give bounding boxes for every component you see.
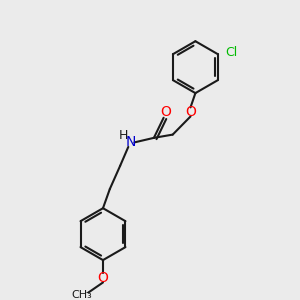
Text: O: O xyxy=(185,105,196,119)
Text: H: H xyxy=(119,129,128,142)
Text: O: O xyxy=(160,105,171,119)
Text: CH₃: CH₃ xyxy=(71,290,92,300)
Text: Cl: Cl xyxy=(225,46,237,59)
Text: N: N xyxy=(125,135,136,149)
Text: O: O xyxy=(98,271,108,285)
